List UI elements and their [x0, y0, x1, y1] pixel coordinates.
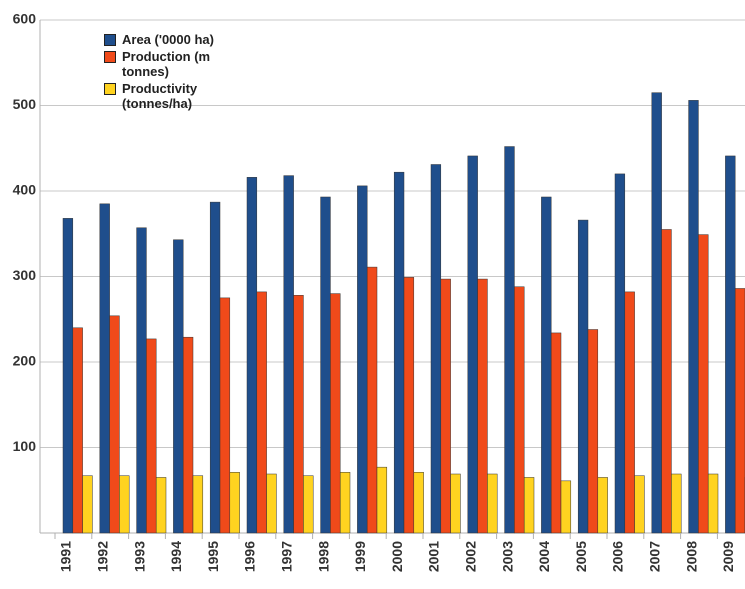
x-tick-label: 1996 — [242, 541, 258, 572]
bar — [450, 473, 461, 534]
legend-item: Productivity (tonnes/ha) — [104, 81, 254, 111]
bar — [504, 146, 515, 534]
x-tick-label: 1998 — [315, 541, 331, 572]
bar — [634, 475, 645, 534]
bar — [246, 177, 258, 534]
bar — [136, 227, 147, 534]
bar — [293, 295, 304, 534]
bar — [330, 293, 341, 534]
bar — [99, 203, 110, 534]
bar — [577, 219, 589, 534]
x-tick-label: 1999 — [352, 541, 368, 572]
legend-label: Productivity (tonnes/ha) — [122, 81, 198, 111]
bar — [624, 291, 635, 534]
bar — [303, 475, 314, 534]
y-tick-label: 500 — [13, 96, 37, 112]
x-tick-label: 2008 — [683, 541, 699, 572]
x-tick-label: 2000 — [389, 541, 405, 572]
bar — [320, 196, 331, 534]
bar — [219, 297, 231, 534]
bar — [440, 278, 451, 534]
bar — [413, 472, 424, 534]
x-tick-label: 2006 — [610, 541, 626, 572]
y-tick-label: 200 — [13, 353, 37, 369]
bar — [209, 201, 221, 534]
bar — [477, 278, 488, 534]
bar — [430, 164, 442, 534]
bar — [376, 466, 388, 534]
bar — [266, 473, 277, 534]
bar — [155, 477, 167, 534]
legend-item: Production (m tonnes) — [104, 49, 254, 79]
bar — [192, 475, 204, 534]
bar — [734, 288, 745, 534]
x-tick-label: 1995 — [205, 541, 221, 572]
x-tick-label: 1997 — [279, 541, 295, 572]
bar — [82, 475, 93, 534]
y-tick-label: 100 — [13, 438, 37, 454]
x-tick-label: 1993 — [131, 541, 147, 572]
bar — [229, 472, 240, 534]
y-tick-label: 600 — [13, 11, 37, 27]
bar — [182, 336, 194, 534]
bar — [62, 218, 74, 534]
x-tick-label: 2007 — [647, 541, 663, 572]
bar — [725, 155, 736, 534]
bar — [357, 185, 368, 534]
bar — [688, 100, 699, 534]
bar — [698, 234, 709, 534]
bar — [366, 266, 378, 534]
bar — [467, 155, 478, 534]
bar — [173, 239, 184, 534]
bar — [707, 473, 719, 534]
y-tick-label: 400 — [13, 182, 37, 198]
bar — [72, 327, 83, 534]
legend-swatch — [104, 83, 116, 95]
x-tick-label: 2003 — [499, 541, 515, 572]
bar — [560, 480, 572, 534]
y-tick-label: 300 — [13, 267, 37, 283]
bar — [541, 196, 552, 534]
bar — [523, 477, 535, 534]
x-tick-label: 1992 — [95, 541, 111, 572]
legend-swatch — [104, 51, 116, 63]
bar — [146, 338, 157, 534]
bar — [403, 277, 415, 534]
bar — [651, 92, 662, 534]
x-tick-label: 2004 — [536, 541, 552, 572]
bar — [550, 332, 562, 534]
x-tick-label: 2001 — [426, 541, 442, 572]
bar — [514, 286, 525, 534]
bar — [256, 291, 267, 534]
legend-label: Area ('0000 ha) — [122, 32, 214, 47]
bar — [587, 329, 599, 534]
bar — [661, 229, 672, 534]
x-tick-label: 1991 — [58, 541, 74, 572]
bar — [109, 315, 120, 534]
bar — [671, 473, 682, 534]
x-tick-label: 2002 — [463, 541, 479, 572]
legend-item: Area ('0000 ha) — [104, 32, 254, 47]
bar — [283, 175, 294, 534]
bar — [487, 473, 498, 534]
bar — [119, 475, 130, 534]
bar — [339, 472, 351, 534]
legend: Area ('0000 ha) Production (m tonnes) Prod… — [104, 32, 254, 113]
x-tick-label: 2009 — [720, 541, 736, 572]
bar — [614, 173, 626, 534]
legend-label: Production (m tonnes) — [122, 49, 211, 79]
legend-swatch — [104, 34, 116, 46]
bar — [597, 477, 608, 534]
x-tick-label: 1994 — [168, 541, 184, 572]
bar — [393, 171, 405, 534]
x-tick-label: 2005 — [573, 541, 589, 572]
